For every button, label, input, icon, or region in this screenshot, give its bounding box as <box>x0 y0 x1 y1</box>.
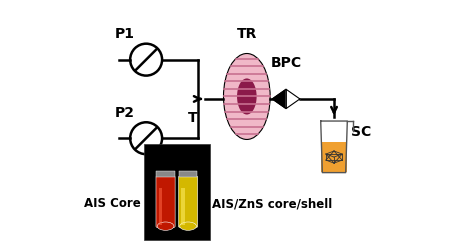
FancyBboxPatch shape <box>156 171 175 177</box>
FancyBboxPatch shape <box>321 142 346 172</box>
FancyBboxPatch shape <box>179 171 198 177</box>
Ellipse shape <box>237 79 256 115</box>
Ellipse shape <box>157 222 174 230</box>
Text: AIS Core: AIS Core <box>84 197 141 210</box>
FancyBboxPatch shape <box>179 176 198 227</box>
Text: SC: SC <box>351 125 371 139</box>
FancyBboxPatch shape <box>156 176 175 227</box>
Text: BPC: BPC <box>271 56 301 70</box>
Text: T: T <box>188 111 198 125</box>
Polygon shape <box>286 89 300 109</box>
Text: TR: TR <box>237 27 257 41</box>
FancyBboxPatch shape <box>144 144 210 240</box>
Text: AIS/ZnS core/shell: AIS/ZnS core/shell <box>212 197 333 210</box>
Ellipse shape <box>224 54 270 140</box>
Ellipse shape <box>180 222 196 230</box>
Text: P1: P1 <box>115 27 135 41</box>
Polygon shape <box>273 89 286 109</box>
FancyBboxPatch shape <box>159 188 163 225</box>
FancyBboxPatch shape <box>181 188 185 225</box>
Text: P2: P2 <box>115 106 135 120</box>
